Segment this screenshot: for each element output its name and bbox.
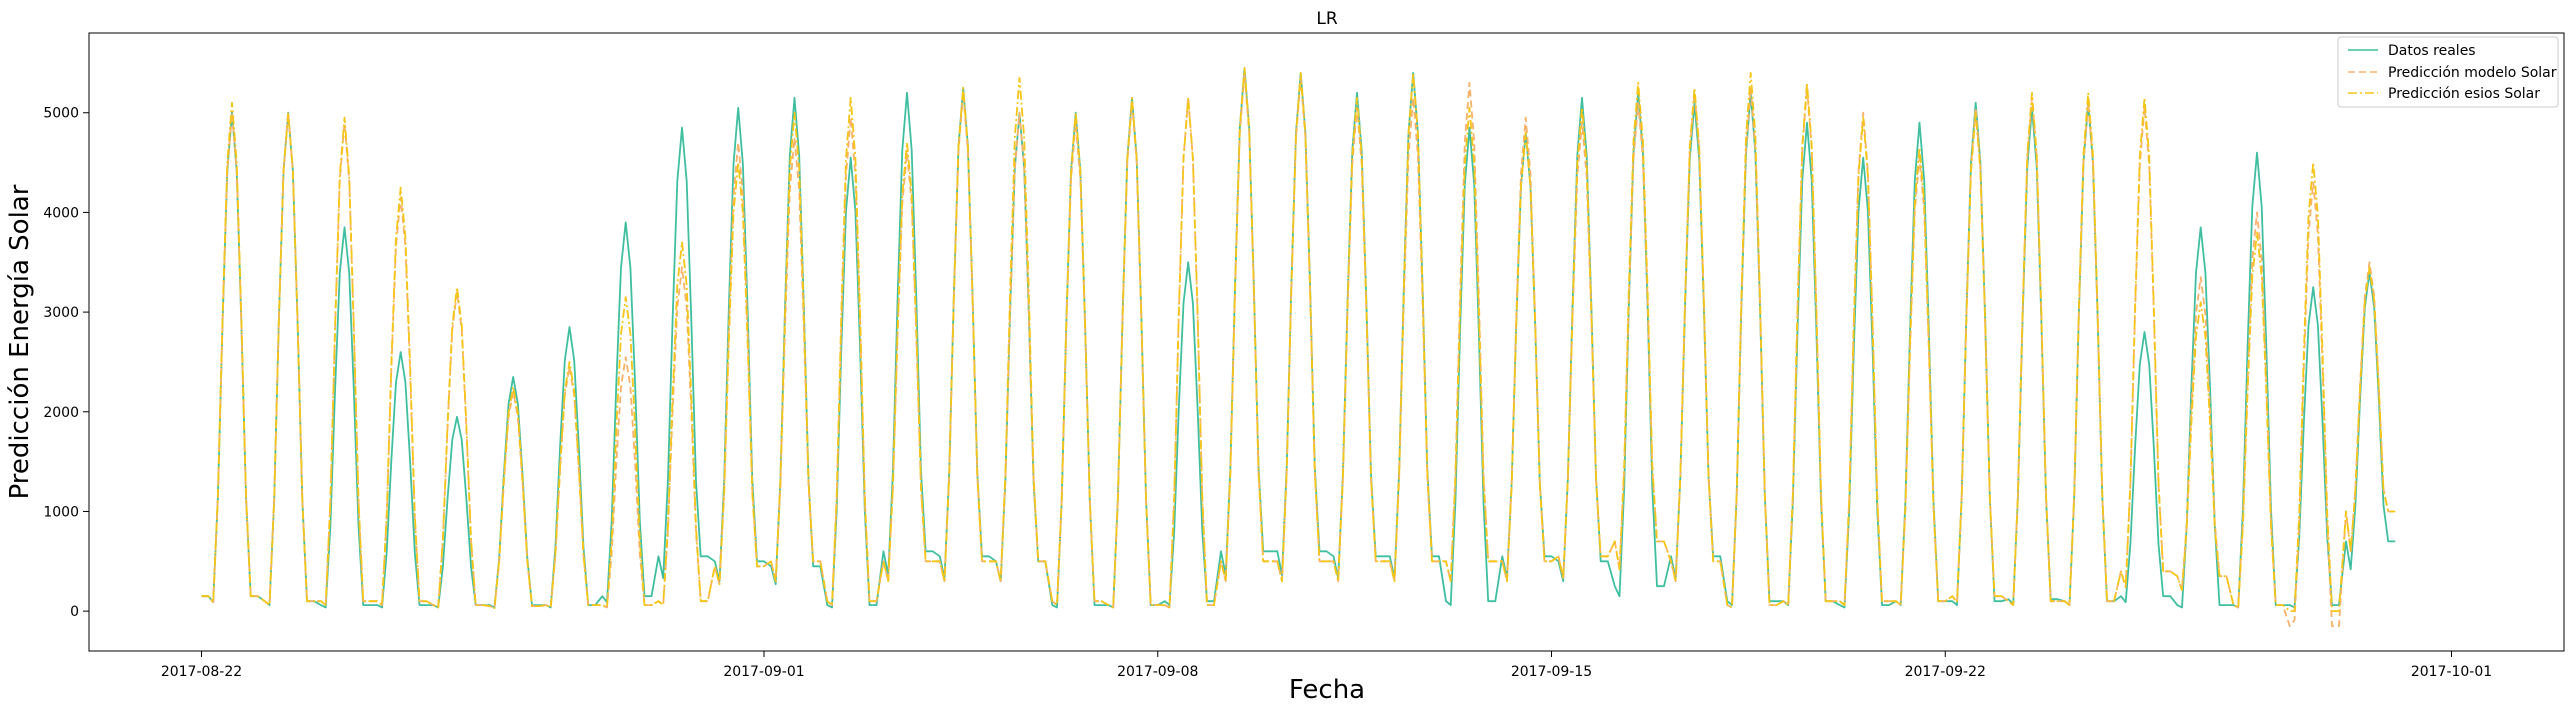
x-tick-label: 2017-09-22 xyxy=(1905,664,1986,680)
legend-box xyxy=(2337,36,2559,108)
x-tick-label: 2017-09-01 xyxy=(723,664,804,680)
y-axis-title: Predicción Energía Solar xyxy=(5,184,35,499)
y-tick-label: 5000 xyxy=(43,106,79,122)
y-tick-label: 3000 xyxy=(43,305,79,321)
x-tick-label: 2017-09-08 xyxy=(1117,664,1198,680)
y-axis: 0 1000 2000 3000 4000 5000 xyxy=(43,106,89,620)
x-tick-label: 2017-08-22 xyxy=(161,664,242,680)
y-tick-label: 1000 xyxy=(43,504,79,520)
legend-label-datos-reales: Datos reales xyxy=(2388,43,2476,59)
x-axis-title: Fecha xyxy=(1289,675,1365,705)
legend-label-prediccion-esios: Predicción esios Solar xyxy=(2388,86,2540,102)
plot-area xyxy=(88,32,2565,652)
x-tick-label: 2017-09-15 xyxy=(1511,664,1592,680)
x-axis: 2017-08-22 2017-09-01 2017-09-08 2017-09-15… xyxy=(161,651,2492,680)
y-tick-label: 2000 xyxy=(43,405,79,421)
series-line-2 xyxy=(201,67,2396,612)
legend-label-prediccion-modelo: Predicción modelo Solar xyxy=(2388,65,2557,81)
y-tick-label: 0 xyxy=(70,604,79,620)
chart-title: LR xyxy=(1316,9,1337,29)
x-tick-label: 2017-10-01 xyxy=(2411,664,2492,680)
y-tick-label: 4000 xyxy=(43,205,79,221)
series-layer xyxy=(201,67,2396,627)
legend: Datos reales Predicción modelo Solar Pre… xyxy=(2337,36,2559,108)
